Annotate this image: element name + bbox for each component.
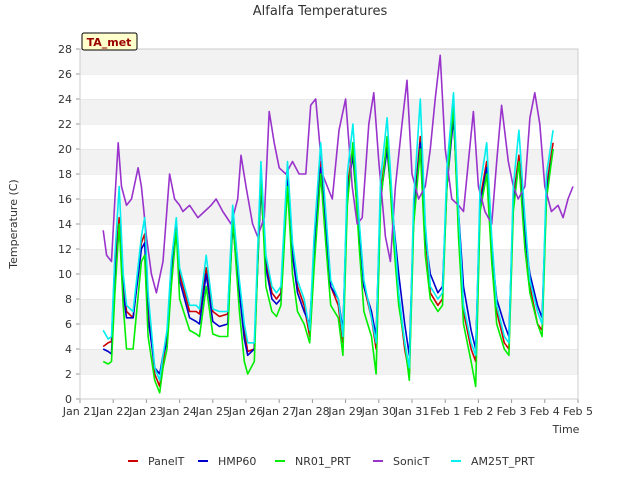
series-lines <box>102 54 574 394</box>
y-tick-label: 10 <box>58 268 72 281</box>
grid-band <box>80 49 578 74</box>
y-tick-label: 0 <box>65 393 72 406</box>
chart-title: Alfalfa Temperatures <box>253 4 388 19</box>
grid-band <box>80 74 578 99</box>
x-tick-label: Jan 31 <box>394 405 429 418</box>
y-tick-label: 4 <box>65 343 72 356</box>
series-line-nr01-prt <box>102 104 554 394</box>
y-tick-label: 8 <box>65 293 72 306</box>
y-tick-label: 24 <box>58 93 72 106</box>
y-tick-label: 12 <box>58 243 72 256</box>
x-tick-label: Jan 22 <box>95 405 130 418</box>
series-line-am25t-prt <box>102 92 554 382</box>
grid-band <box>80 174 578 199</box>
x-tick-label: Feb 4 <box>530 405 560 418</box>
x-tick-label: Jan 29 <box>327 405 362 418</box>
x-tick-label: Jan 28 <box>294 405 329 418</box>
y-tick-label: 28 <box>58 43 72 56</box>
legend-label: NR01_PRT <box>295 455 351 468</box>
y-tick-label: 20 <box>58 143 72 156</box>
x-tick-label: Jan 27 <box>261 405 296 418</box>
y-axis-label: Temperature (C) <box>7 179 20 269</box>
series-line-sonict <box>102 54 574 294</box>
legend-label: HMP60 <box>218 455 256 468</box>
x-tick-label: Jan 21 <box>62 405 97 418</box>
y-tick-label: 22 <box>58 118 72 131</box>
y-tick-label: 18 <box>58 168 72 181</box>
x-tick-label: Jan 24 <box>161 405 196 418</box>
x-tick-label: Feb 1 <box>430 405 460 418</box>
y-tick-label: 14 <box>58 218 72 231</box>
grid-band <box>80 199 578 224</box>
x-axis-label: Time <box>552 423 580 436</box>
grid-band <box>80 224 578 249</box>
y-tick-label: 16 <box>58 193 72 206</box>
x-tick-label: Jan 26 <box>228 405 263 418</box>
grid-band <box>80 149 578 174</box>
x-tick-label: Feb 3 <box>497 405 527 418</box>
legend-label: SonicT <box>393 455 430 468</box>
y-tick-label: 6 <box>65 318 72 331</box>
y-tick-label: 26 <box>58 68 72 81</box>
x-tick-label: Feb 5 <box>563 405 593 418</box>
grid-band <box>80 374 578 399</box>
grid-band <box>80 124 578 149</box>
x-tick-label: Feb 2 <box>463 405 493 418</box>
annotation-box <box>81 32 138 51</box>
x-tick-label: Jan 25 <box>195 405 230 418</box>
grid-band <box>80 99 578 124</box>
legend-label: AM25T_PRT <box>471 455 535 468</box>
annotation-badge: TA_met <box>81 32 138 51</box>
grid-bands <box>80 48 578 399</box>
legend: PanelT HMP60 NR01_PRT SonicT AM25T_PRT <box>128 455 535 468</box>
x-tick-label: Jan 30 <box>361 405 396 418</box>
y-tick-label: 2 <box>65 368 72 381</box>
annotation-label: TA_met <box>87 36 132 49</box>
plot-frame <box>79 48 579 400</box>
grid-band <box>80 324 578 349</box>
legend-label: PanelT <box>148 455 185 468</box>
x-tick-label: Jan 23 <box>128 405 163 418</box>
